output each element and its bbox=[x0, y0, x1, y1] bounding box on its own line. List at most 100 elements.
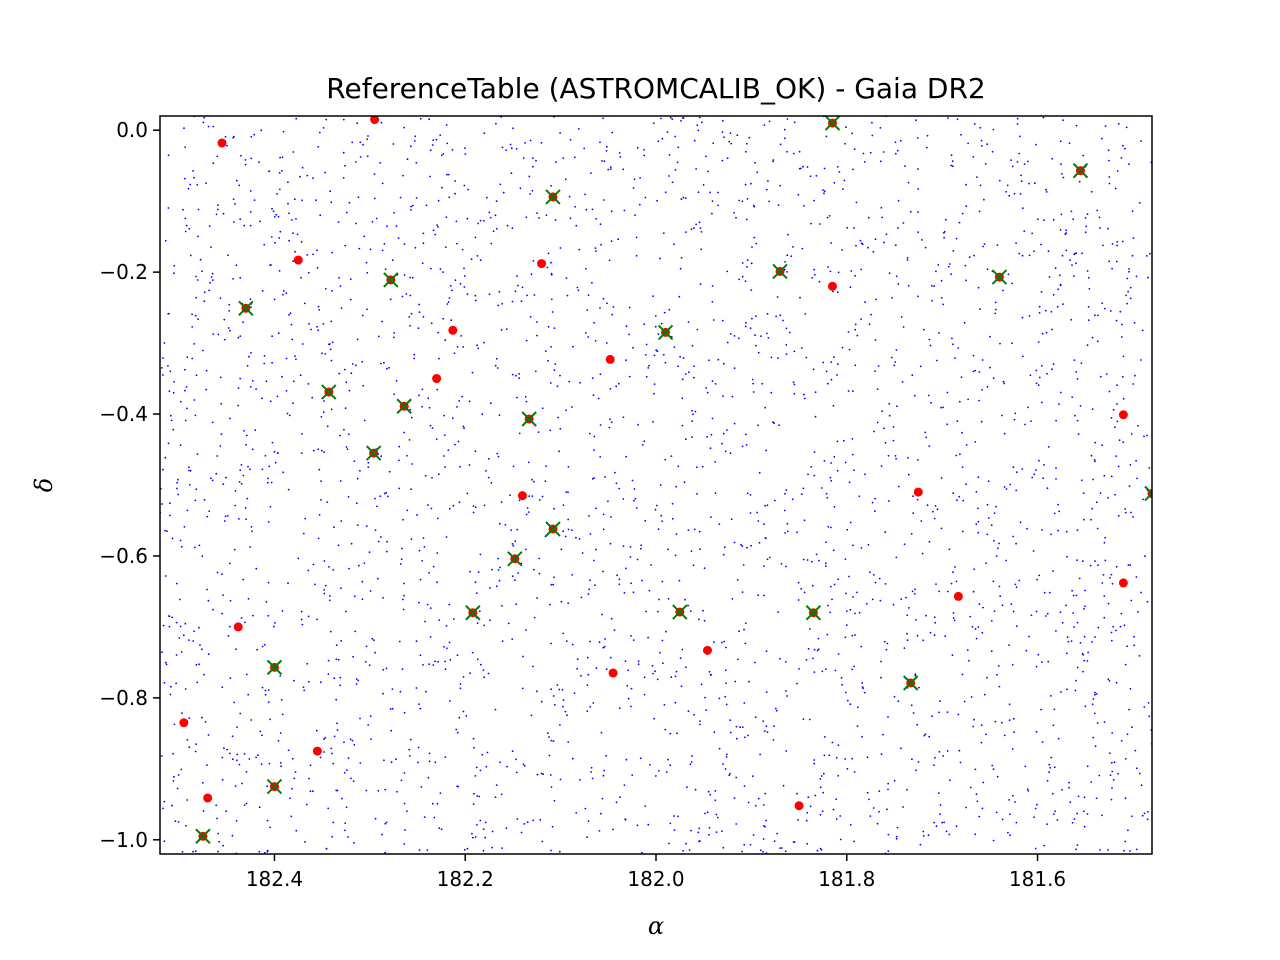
background-point bbox=[418, 549, 421, 552]
background-point bbox=[452, 618, 455, 620]
background-point bbox=[803, 591, 806, 594]
background-point bbox=[651, 664, 654, 667]
background-point bbox=[1103, 616, 1106, 619]
background-point bbox=[1082, 154, 1085, 157]
background-point bbox=[368, 664, 371, 667]
background-point bbox=[239, 712, 242, 715]
background-point bbox=[897, 485, 900, 488]
background-point bbox=[522, 157, 525, 159]
background-point bbox=[560, 548, 563, 551]
background-point bbox=[853, 771, 856, 773]
background-point bbox=[1090, 781, 1093, 783]
background-point bbox=[1132, 237, 1135, 240]
background-point bbox=[370, 738, 372, 740]
background-point bbox=[786, 522, 789, 525]
background-point bbox=[456, 785, 459, 788]
background-point bbox=[849, 824, 852, 826]
background-point bbox=[476, 795, 479, 797]
background-point bbox=[482, 828, 485, 830]
background-point bbox=[628, 333, 630, 336]
green-x-marker bbox=[507, 551, 523, 567]
background-point bbox=[922, 328, 925, 331]
background-point bbox=[352, 780, 355, 782]
background-point bbox=[845, 592, 847, 595]
background-point bbox=[332, 821, 335, 824]
chart-title: ReferenceTable (ASTROMCALIB_OK) - Gaia D… bbox=[326, 72, 985, 105]
background-point bbox=[162, 468, 164, 471]
background-point bbox=[163, 800, 166, 803]
background-point bbox=[288, 212, 290, 215]
background-point bbox=[474, 775, 477, 777]
background-point bbox=[852, 596, 854, 598]
background-point bbox=[1129, 564, 1132, 566]
background-point bbox=[784, 850, 787, 853]
background-point bbox=[198, 663, 201, 666]
red-point bbox=[312, 746, 322, 756]
background-point bbox=[950, 582, 953, 585]
background-point bbox=[293, 777, 296, 780]
background-point bbox=[617, 382, 620, 385]
background-point bbox=[684, 598, 686, 601]
background-point bbox=[479, 553, 482, 556]
background-point bbox=[630, 687, 633, 690]
background-point bbox=[677, 815, 679, 818]
background-point bbox=[588, 515, 590, 517]
background-point bbox=[717, 191, 719, 194]
background-point bbox=[197, 318, 200, 320]
background-point bbox=[1120, 612, 1123, 615]
background-point bbox=[1035, 730, 1038, 733]
green-x-marker bbox=[902, 675, 919, 691]
background-point bbox=[722, 395, 724, 397]
background-point bbox=[961, 466, 964, 468]
background-point bbox=[1099, 227, 1101, 229]
background-point bbox=[444, 668, 447, 671]
background-point bbox=[562, 699, 565, 702]
background-point bbox=[698, 221, 701, 224]
background-point bbox=[206, 764, 208, 766]
background-point bbox=[183, 526, 186, 528]
background-point bbox=[1036, 578, 1038, 581]
background-point bbox=[260, 763, 263, 766]
background-point bbox=[277, 452, 279, 454]
background-point bbox=[993, 512, 996, 514]
background-point bbox=[250, 352, 252, 354]
background-point bbox=[992, 839, 995, 842]
background-point bbox=[678, 579, 681, 582]
background-point bbox=[845, 126, 847, 129]
background-point bbox=[397, 237, 400, 240]
background-point bbox=[652, 672, 654, 675]
background-point bbox=[1143, 812, 1146, 815]
background-point bbox=[825, 370, 828, 373]
background-point bbox=[533, 616, 536, 619]
background-point bbox=[339, 684, 342, 687]
background-point bbox=[1055, 630, 1057, 632]
background-point bbox=[773, 725, 775, 728]
background-point bbox=[792, 841, 795, 843]
background-point bbox=[274, 622, 276, 624]
background-point bbox=[577, 289, 580, 292]
background-point bbox=[763, 124, 766, 126]
background-point bbox=[725, 682, 727, 684]
background-point bbox=[1014, 412, 1017, 415]
background-point bbox=[351, 141, 354, 144]
background-point bbox=[192, 850, 194, 853]
background-point bbox=[1115, 681, 1118, 684]
background-point bbox=[578, 538, 581, 540]
background-point bbox=[729, 719, 732, 721]
background-point bbox=[196, 279, 199, 281]
background-point bbox=[1061, 788, 1063, 791]
background-point bbox=[1059, 283, 1062, 286]
background-point bbox=[1124, 147, 1126, 150]
background-point bbox=[261, 397, 263, 400]
background-point bbox=[326, 425, 329, 428]
background-point bbox=[625, 325, 628, 328]
background-point bbox=[925, 436, 928, 439]
background-point bbox=[1015, 471, 1018, 474]
background-point bbox=[846, 767, 849, 770]
background-point bbox=[852, 168, 854, 171]
background-point bbox=[745, 444, 748, 446]
background-point bbox=[249, 468, 251, 471]
background-point bbox=[569, 217, 572, 220]
background-point bbox=[189, 183, 192, 186]
background-point bbox=[266, 481, 269, 484]
